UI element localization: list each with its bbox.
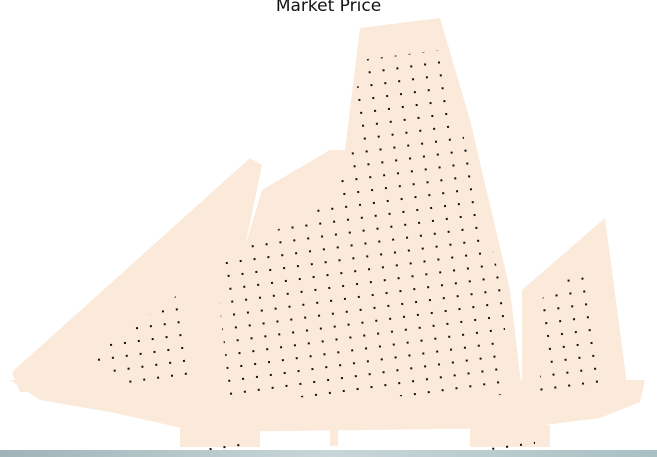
page: Market Price <box>0 0 657 457</box>
ship-illustration <box>0 0 657 457</box>
bottom-strip <box>0 450 657 457</box>
title: Market Price <box>0 0 657 16</box>
